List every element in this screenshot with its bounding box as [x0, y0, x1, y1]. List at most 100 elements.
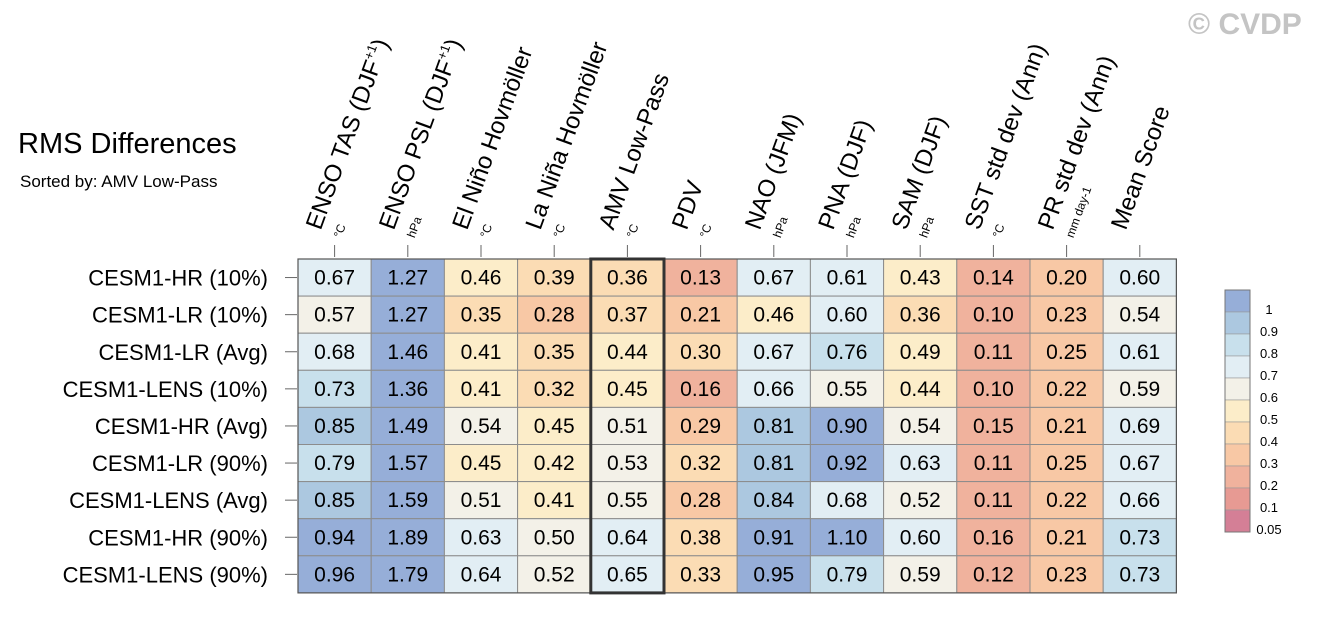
column-label: NAO (JFM) — [740, 110, 807, 233]
cell-value-label: 0.46 — [461, 267, 502, 290]
colorbar-tick-label: 0.5 — [1260, 412, 1278, 427]
cell-value-label: 0.36 — [607, 267, 648, 290]
cell-value-label: 0.81 — [753, 452, 794, 475]
column-header: PDV°C — [667, 177, 715, 239]
cell-value-label: 1.27 — [387, 267, 428, 290]
cell-value-label: 0.51 — [461, 489, 502, 512]
heatmap-cell — [370, 518, 445, 557]
heatmap-cell — [517, 369, 592, 408]
cell-value-label: 0.79 — [314, 452, 355, 475]
cell-value-label: 0.16 — [973, 526, 1014, 549]
cell-value-label: 0.60 — [827, 304, 868, 327]
cell-value-label: 0.35 — [461, 304, 502, 327]
heatmap-cell — [663, 555, 738, 594]
colorbar-tick-label: 0.8 — [1260, 346, 1278, 361]
cell-value-label: 0.10 — [973, 304, 1014, 327]
cell-value-label: 0.95 — [753, 563, 794, 586]
cell-value-label: 0.66 — [753, 378, 794, 401]
column-unit: hPa — [843, 214, 864, 239]
heatmap-cell — [370, 295, 445, 334]
cell-value-label: 1.49 — [387, 415, 428, 438]
cell-value-label: 0.67 — [753, 267, 794, 290]
column-label: SST std dev (Ann) — [960, 40, 1052, 233]
cell-value-label: 0.44 — [900, 378, 941, 401]
heatmap-cell — [297, 481, 372, 520]
cell-value-label: 0.51 — [607, 415, 648, 438]
heatmap-cell — [443, 332, 519, 371]
cell-value-label: 0.68 — [827, 489, 868, 512]
cell-value-label: 0.22 — [1046, 489, 1087, 512]
cell-value-label: 0.67 — [1119, 452, 1160, 475]
heatmap-cell — [809, 295, 885, 334]
colorbar-swatch — [1224, 399, 1251, 423]
row-label: CESM1-LR (90%) — [92, 451, 268, 476]
colorbar-swatch — [1224, 377, 1251, 401]
column-unit: hPa — [770, 214, 791, 239]
cell-value-label: 0.21 — [680, 304, 721, 327]
cell-value-label: 0.11 — [974, 341, 1013, 364]
heatmap-frame — [297, 258, 1178, 594]
cell-value-label: 0.46 — [753, 304, 794, 327]
colorbar-swatch — [1224, 289, 1251, 313]
cell-value-label: 0.32 — [534, 378, 575, 401]
chart-subtitle: Sorted by: AMV Low-Pass — [20, 172, 218, 191]
cell-value-label: 1.46 — [387, 341, 428, 364]
heatmap-cell — [883, 481, 958, 520]
heatmap-cell — [297, 406, 372, 445]
heatmap-cell — [663, 481, 738, 520]
heatmap-cell — [736, 444, 811, 483]
cell-value-label: 1.89 — [387, 526, 428, 549]
heatmap-cell — [663, 406, 738, 445]
cell-value-label: 0.67 — [753, 341, 794, 364]
column-unit: hPa — [404, 214, 425, 239]
column-header: PNA (DJF)hPa — [813, 116, 878, 239]
cell-value-label: 1.59 — [387, 489, 428, 512]
cell-value-label: 0.73 — [1119, 563, 1160, 586]
row-label: CESM1-HR (Avg) — [95, 414, 268, 439]
colorbar-tick-label: 0.6 — [1260, 390, 1278, 405]
cell-value-label: 0.33 — [680, 563, 721, 586]
column-label: El Niño Hovmöller — [447, 43, 538, 233]
colorbar-tick-label: 0.1 — [1260, 500, 1278, 515]
cell-value-label: 0.21 — [1046, 415, 1087, 438]
column-label: SAM (DJF) — [886, 112, 952, 233]
heatmap-cell — [370, 555, 445, 594]
cell-value-label: 0.44 — [607, 341, 648, 364]
row-label: CESM1-HR (90%) — [88, 525, 268, 550]
colorbar-tick-label: 0.9 — [1260, 324, 1278, 339]
heatmap-cell — [883, 406, 958, 445]
cell-value-label: 0.63 — [461, 526, 502, 549]
heatmap-cell — [1029, 258, 1104, 297]
colorbar-swatch — [1224, 421, 1251, 445]
cell-value-label: 0.73 — [1119, 526, 1160, 549]
cell-value-label: 0.68 — [314, 341, 355, 364]
cell-value-label: 0.39 — [534, 267, 575, 290]
heatmap-cell — [1102, 332, 1177, 371]
column-header: NAO (JFM)hPa — [740, 110, 807, 240]
row-label: CESM1-LR (10%) — [92, 303, 268, 328]
heatmap-cell — [370, 369, 445, 408]
cell-value-label: 0.55 — [827, 378, 868, 401]
heatmap-cell — [1102, 258, 1177, 297]
cell-value-label: 0.73 — [314, 378, 355, 401]
colorbar-swatch — [1224, 443, 1251, 467]
cell-value-label: 0.16 — [680, 378, 721, 401]
cell-value-label: 1.10 — [827, 526, 868, 549]
cell-value-label: 0.25 — [1046, 452, 1087, 475]
cell-value-label: 0.67 — [314, 267, 355, 290]
cell-value-label: 0.15 — [973, 415, 1014, 438]
cell-value-label: 0.41 — [534, 489, 575, 512]
cell-value-label: 0.38 — [680, 526, 721, 549]
heatmap-cell — [809, 258, 885, 297]
column-label: PNA (DJF) — [813, 116, 878, 233]
heatmap-cell — [809, 518, 885, 557]
heatmap-cell — [1029, 332, 1104, 371]
heatmap-cell — [370, 258, 445, 297]
heatmap-cell — [443, 555, 519, 594]
heatmap-cell — [517, 406, 592, 445]
colorbar-swatch — [1224, 355, 1251, 379]
cell-value-label: 0.42 — [534, 452, 575, 475]
heatmap-cell — [517, 295, 592, 334]
cell-value-label: 0.64 — [461, 563, 502, 586]
cell-value-label: 0.55 — [607, 489, 648, 512]
